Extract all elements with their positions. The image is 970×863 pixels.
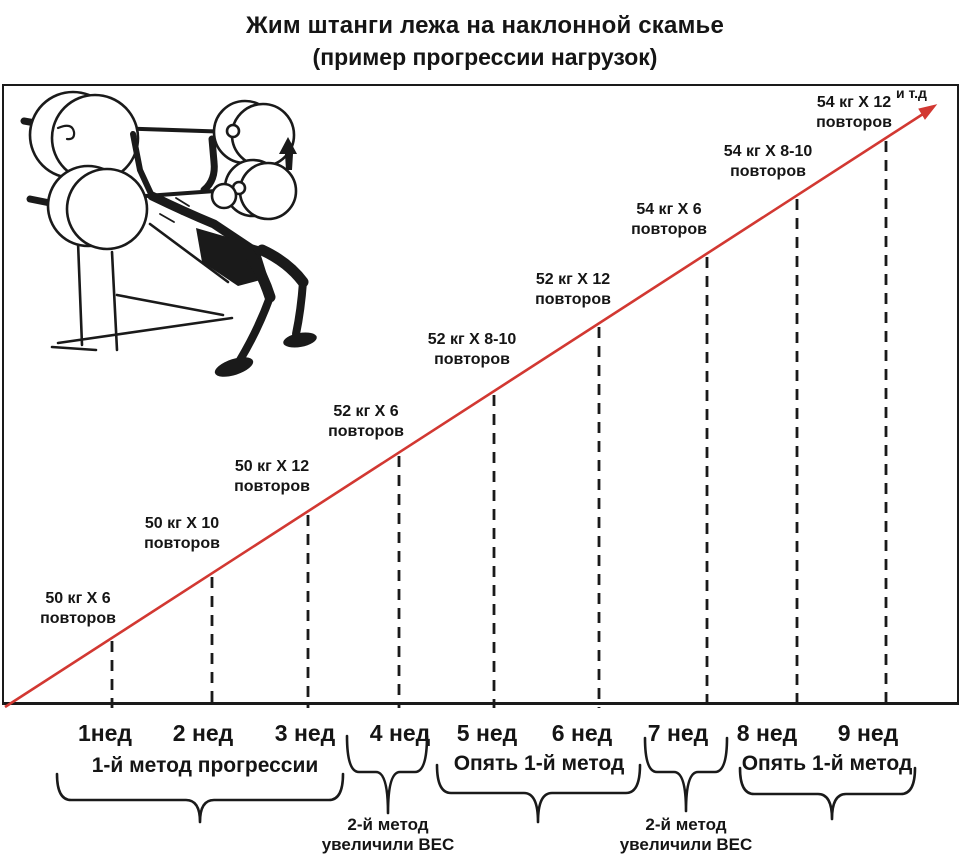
etc-annotation: и т.д — [896, 85, 927, 101]
point-label-unit: повторов — [631, 221, 707, 238]
phase-label-again-method-1a: Опять 1-й метод — [453, 752, 625, 775]
point-label-unit: повторов — [535, 291, 611, 308]
point-label-week-8: 54 кг X 8-10 повторов — [724, 142, 813, 182]
week-label-3: 3 нед — [274, 720, 336, 746]
week-label-4: 4 нед — [369, 720, 431, 746]
week-label-5: 5 нед — [456, 720, 518, 746]
athlete-figure-icon — [130, 131, 317, 377]
point-label-value: 50 кг X 12 — [234, 458, 310, 475]
week-label-6: 6 нед — [551, 720, 613, 746]
phase-braces — [55, 734, 917, 824]
point-label-week-5: 52 кг X 8-10 повторов — [428, 330, 517, 370]
point-label-week-1: 50 кг X 6 повторов — [40, 589, 116, 629]
page-title: Жим штанги лежа на наклонной скамье (при… — [0, 12, 970, 71]
point-label-unit: повторов — [730, 163, 806, 180]
phase-label-line: увеличили ВЕС — [619, 835, 753, 854]
point-label-unit: повторов — [234, 478, 310, 495]
phase-label-line: увеличили ВЕС — [321, 835, 455, 854]
point-label-unit: повторов — [144, 535, 220, 552]
weekly-dashed-guides — [110, 141, 888, 708]
week-label-2: 2 нед — [172, 720, 234, 746]
brace-weeks-8-9 — [738, 766, 917, 821]
lift-direction-arrow-icon — [279, 137, 297, 170]
phase-label-again-method-1b: Опять 1-й метод — [741, 752, 913, 775]
point-label-week-7: 54 кг X 6 повторов — [631, 200, 707, 240]
point-label-value: 54 кг X 8-10 — [723, 143, 813, 160]
point-label-unit: повторов — [434, 351, 510, 368]
point-label-week-4: 52 кг X 6 повторов — [328, 402, 404, 442]
point-label-unit: повторов — [816, 114, 892, 131]
week-label-9: 9 нед — [837, 720, 899, 746]
brace-week-4 — [345, 734, 429, 815]
point-label-value: 52 кг X 12 — [535, 271, 611, 288]
brace-week-7 — [643, 736, 729, 813]
phase-label-method-2a: 2-й метод увеличили ВЕС — [322, 815, 455, 855]
point-label-value: 50 кг X 6 — [45, 590, 111, 607]
week-label-1: 1нед — [77, 720, 133, 746]
point-label-value: 54 кг X 12 — [816, 94, 892, 111]
bench-frame-icon — [50, 222, 234, 352]
point-label-week-2: 50 кг X 10 повторов — [144, 514, 220, 554]
phase-label-line: 2-й метод — [347, 815, 429, 834]
barbell-lower-icon — [26, 158, 298, 251]
point-label-value: 52 кг X 8-10 — [427, 331, 517, 348]
point-label-value: 52 кг X 6 — [333, 403, 399, 420]
chart-title: Жим штанги лежа на наклонной скамье — [245, 12, 725, 39]
phase-label-line: 2-й метод — [645, 815, 727, 834]
trend-arrow-icon — [4, 104, 938, 709]
point-label-unit: повторов — [328, 423, 404, 440]
brace-weeks-5-6 — [435, 763, 642, 824]
week-label-7: 7 нед — [647, 720, 709, 746]
point-label-week-6: 52 кг X 12 повторов — [535, 270, 611, 310]
chart-subtitle: (пример прогрессии нагрузок) — [312, 43, 658, 70]
point-label-week-9: 54 кг X 12 повторов — [816, 93, 892, 133]
phase-label-method-1: 1-й метод прогрессии — [91, 754, 319, 777]
brace-weeks-1-3 — [55, 772, 345, 824]
chart-frame — [2, 84, 959, 705]
incline-bench-press-illustration — [20, 90, 317, 377]
week-label-8: 8 нед — [736, 720, 798, 746]
point-label-week-3: 50 кг X 12 повторов — [234, 457, 310, 497]
point-label-unit: повторов — [40, 610, 116, 627]
barbell-top-icon — [20, 90, 296, 183]
point-label-value: 54 кг X 6 — [636, 201, 702, 218]
point-label-value: 50 кг X 10 — [144, 515, 220, 532]
phase-label-method-2b: 2-й метод увеличили ВЕС — [620, 815, 753, 855]
